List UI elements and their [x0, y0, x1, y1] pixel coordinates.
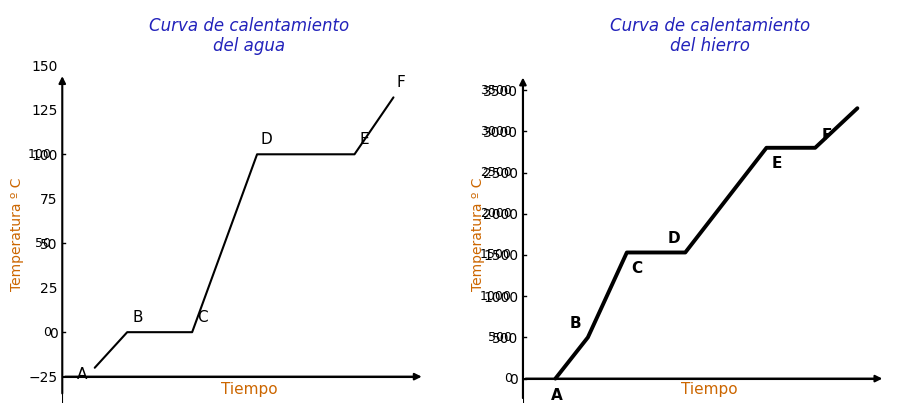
Text: 2500: 2500 [480, 166, 511, 179]
Text: 50: 50 [35, 237, 51, 250]
Title: Curva de calentamiento
del agua: Curva de calentamiento del agua [149, 17, 349, 55]
Text: C: C [632, 260, 643, 276]
Text: D: D [667, 231, 680, 246]
Text: 1500: 1500 [480, 249, 511, 262]
Text: 3500: 3500 [480, 84, 511, 97]
Text: Tiempo: Tiempo [221, 382, 278, 396]
Text: C: C [197, 310, 207, 325]
Text: F: F [822, 128, 832, 143]
Text: E: E [360, 132, 369, 147]
Title: Curva de calentamiento
del hierro: Curva de calentamiento del hierro [610, 17, 810, 55]
Text: E: E [771, 156, 782, 171]
Text: 0: 0 [504, 372, 511, 385]
Text: Temperatura º C: Temperatura º C [10, 178, 25, 291]
Text: Temperatura º C: Temperatura º C [471, 178, 485, 291]
Text: A: A [77, 367, 88, 382]
Text: 3000: 3000 [480, 125, 511, 138]
Text: B: B [132, 310, 142, 325]
Text: D: D [260, 132, 272, 147]
Text: F: F [397, 75, 405, 90]
Text: 2000: 2000 [480, 207, 511, 220]
Text: 1000: 1000 [480, 290, 511, 303]
Text: B: B [570, 316, 582, 331]
Text: 500: 500 [488, 331, 511, 344]
Text: 0: 0 [43, 326, 51, 339]
Text: A: A [551, 388, 562, 403]
Text: Tiempo: Tiempo [681, 382, 738, 396]
Text: 100: 100 [27, 148, 51, 161]
